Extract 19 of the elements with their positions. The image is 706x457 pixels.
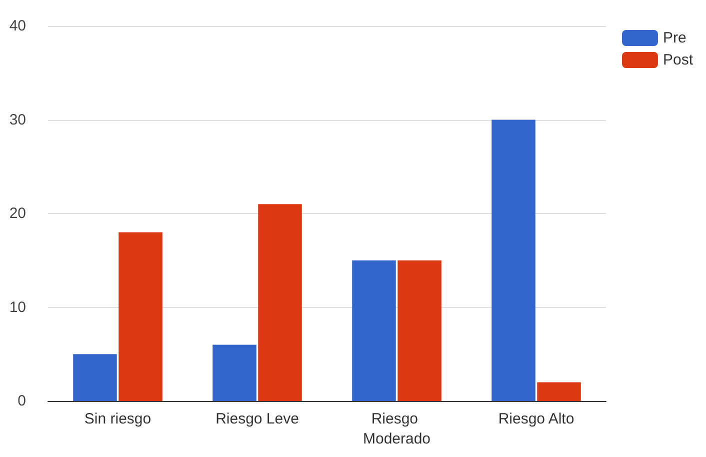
bar (258, 204, 302, 401)
x-tick-label: Riesgo Leve (216, 410, 299, 428)
bar (352, 260, 396, 401)
y-tick-label: 10 (9, 298, 26, 316)
y-tick-label: 30 (9, 111, 26, 128)
y-tick-label: 40 (9, 18, 26, 34)
bar (212, 344, 256, 401)
bar (537, 382, 581, 401)
legend-label: Post (662, 52, 694, 68)
bar (118, 232, 162, 401)
legend-label: Pre (662, 30, 686, 46)
bar (398, 260, 442, 401)
x-tick-label: Sin riesgo (84, 410, 152, 428)
x-tick-label: Riesgo Alto (498, 410, 574, 428)
bar (492, 120, 536, 401)
y-tick-label: 20 (9, 205, 26, 222)
y-tick-label: 0 (18, 392, 26, 410)
x-tick-label: Riesgo Moderado (362, 410, 431, 448)
bar (73, 354, 117, 401)
